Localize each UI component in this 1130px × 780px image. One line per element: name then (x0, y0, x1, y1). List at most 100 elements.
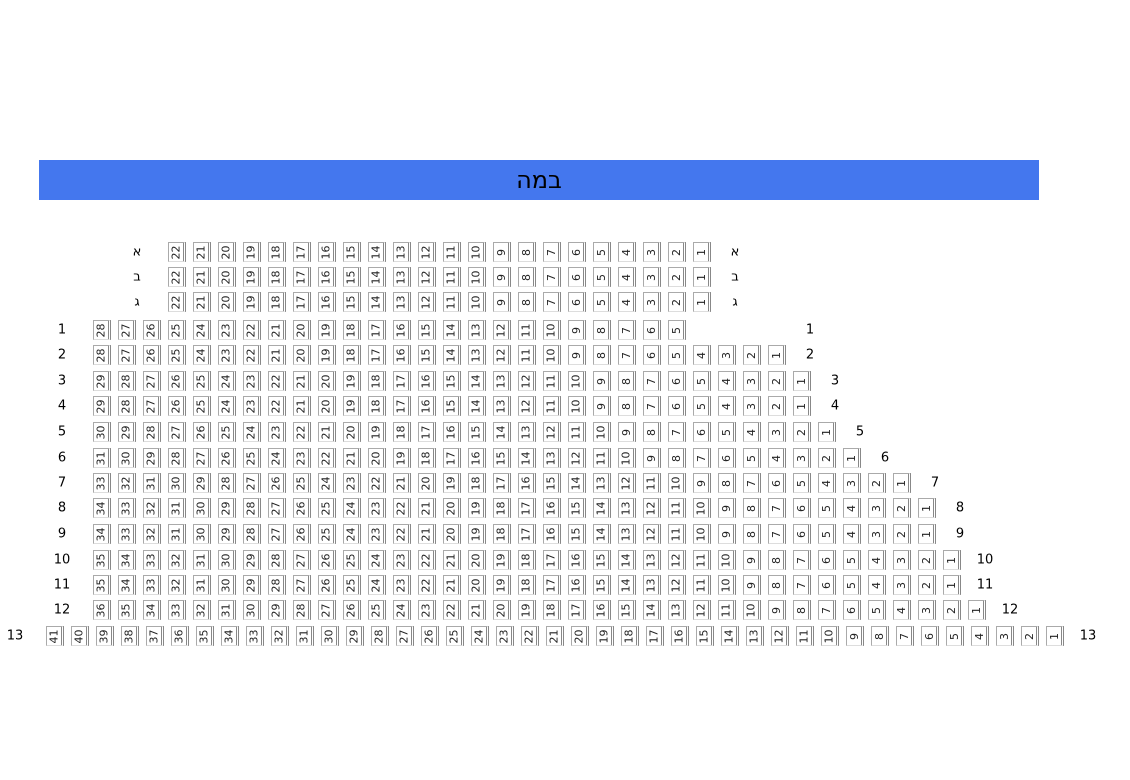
seat[interactable]: 29 (243, 550, 261, 570)
seat[interactable]: 4 (818, 473, 836, 493)
seat[interactable]: 5 (818, 524, 836, 544)
seat[interactable]: 4 (868, 550, 886, 570)
seat[interactable]: 12 (693, 600, 711, 620)
seat[interactable]: 28 (118, 371, 136, 391)
seat[interactable]: 3 (643, 267, 661, 287)
seat[interactable]: 26 (168, 396, 186, 416)
seat[interactable]: 10 (618, 448, 636, 468)
seat[interactable]: 2 (743, 345, 761, 365)
seat[interactable]: 11 (796, 626, 814, 646)
seat[interactable]: 3 (868, 498, 886, 518)
seat[interactable]: 9 (593, 371, 611, 391)
seat[interactable]: 33 (118, 498, 136, 518)
seat[interactable]: 13 (618, 524, 636, 544)
seat[interactable]: 11 (543, 371, 561, 391)
seat[interactable]: 25 (446, 626, 464, 646)
seat[interactable]: 21 (443, 575, 461, 595)
seat[interactable]: 13 (618, 498, 636, 518)
seat[interactable]: 12 (618, 473, 636, 493)
seat[interactable]: 27 (143, 371, 161, 391)
seat[interactable]: 15 (493, 448, 511, 468)
seat[interactable]: 29 (193, 473, 211, 493)
seat[interactable]: 16 (518, 473, 536, 493)
seat[interactable]: 21 (293, 396, 311, 416)
seat[interactable]: 5 (718, 422, 736, 442)
seat[interactable]: 14 (443, 320, 461, 340)
seat[interactable]: 12 (518, 371, 536, 391)
seat[interactable]: 22 (393, 498, 411, 518)
seat[interactable]: 8 (743, 524, 761, 544)
seat[interactable]: 31 (168, 524, 186, 544)
seat[interactable]: 27 (268, 498, 286, 518)
seat[interactable]: 24 (193, 345, 211, 365)
seat[interactable]: 18 (493, 498, 511, 518)
seat[interactable]: 20 (468, 550, 486, 570)
seat[interactable]: 1 (843, 448, 861, 468)
seat[interactable]: 27 (268, 524, 286, 544)
seat[interactable]: 31 (193, 575, 211, 595)
seat[interactable]: 18 (518, 550, 536, 570)
seat[interactable]: 16 (443, 422, 461, 442)
seat[interactable]: 10 (593, 422, 611, 442)
seat[interactable]: 17 (418, 422, 436, 442)
seat[interactable]: 26 (268, 473, 286, 493)
seat[interactable]: 13 (493, 396, 511, 416)
seat[interactable]: 4 (893, 600, 911, 620)
seat[interactable]: 9 (618, 422, 636, 442)
seat[interactable]: 9 (718, 498, 736, 518)
seat[interactable]: 12 (418, 292, 436, 312)
seat[interactable]: 13 (593, 473, 611, 493)
seat[interactable]: 14 (368, 292, 386, 312)
seat[interactable]: 29 (93, 371, 111, 391)
seat[interactable]: 12 (668, 575, 686, 595)
seat[interactable]: 14 (468, 396, 486, 416)
seat[interactable]: 5 (743, 448, 761, 468)
seat[interactable]: 1 (693, 242, 711, 262)
seat[interactable]: 11 (718, 600, 736, 620)
seat[interactable]: 19 (493, 575, 511, 595)
seat[interactable]: 6 (693, 422, 711, 442)
seat[interactable]: 35 (196, 626, 214, 646)
seat[interactable]: 3 (996, 626, 1014, 646)
seat[interactable]: 20 (493, 600, 511, 620)
seat[interactable]: 23 (393, 575, 411, 595)
seat[interactable]: 12 (543, 422, 561, 442)
seat[interactable]: 23 (218, 320, 236, 340)
seat[interactable]: 24 (193, 320, 211, 340)
seat[interactable]: 20 (368, 448, 386, 468)
seat[interactable]: 19 (393, 448, 411, 468)
seat[interactable]: 7 (768, 524, 786, 544)
seat[interactable]: 14 (721, 626, 739, 646)
seat[interactable]: 11 (668, 498, 686, 518)
seat[interactable]: 21 (268, 345, 286, 365)
seat[interactable]: 9 (493, 242, 511, 262)
seat[interactable]: 7 (618, 345, 636, 365)
seat[interactable]: 22 (368, 473, 386, 493)
seat[interactable]: 11 (443, 267, 461, 287)
seat[interactable]: 5 (843, 575, 861, 595)
seat[interactable]: 8 (593, 345, 611, 365)
seat[interactable]: 25 (193, 371, 211, 391)
seat[interactable]: 16 (671, 626, 689, 646)
seat[interactable]: 10 (568, 396, 586, 416)
seat[interactable]: 9 (718, 524, 736, 544)
seat[interactable]: 15 (343, 242, 361, 262)
seat[interactable]: 23 (343, 473, 361, 493)
seat[interactable]: 20 (293, 345, 311, 365)
seat[interactable]: 9 (568, 345, 586, 365)
seat[interactable]: 11 (443, 292, 461, 312)
seat[interactable]: 13 (518, 422, 536, 442)
seat[interactable]: 31 (296, 626, 314, 646)
seat[interactable]: 4 (618, 292, 636, 312)
seat[interactable]: 1 (693, 267, 711, 287)
seat[interactable]: 11 (518, 320, 536, 340)
seat[interactable]: 4 (868, 575, 886, 595)
seat[interactable]: 25 (343, 550, 361, 570)
seat[interactable]: 17 (368, 320, 386, 340)
seat[interactable]: 19 (343, 371, 361, 391)
seat[interactable]: 5 (793, 473, 811, 493)
seat[interactable]: 9 (643, 448, 661, 468)
seat[interactable]: 29 (93, 396, 111, 416)
seat[interactable]: 10 (468, 292, 486, 312)
seat[interactable]: 25 (193, 396, 211, 416)
